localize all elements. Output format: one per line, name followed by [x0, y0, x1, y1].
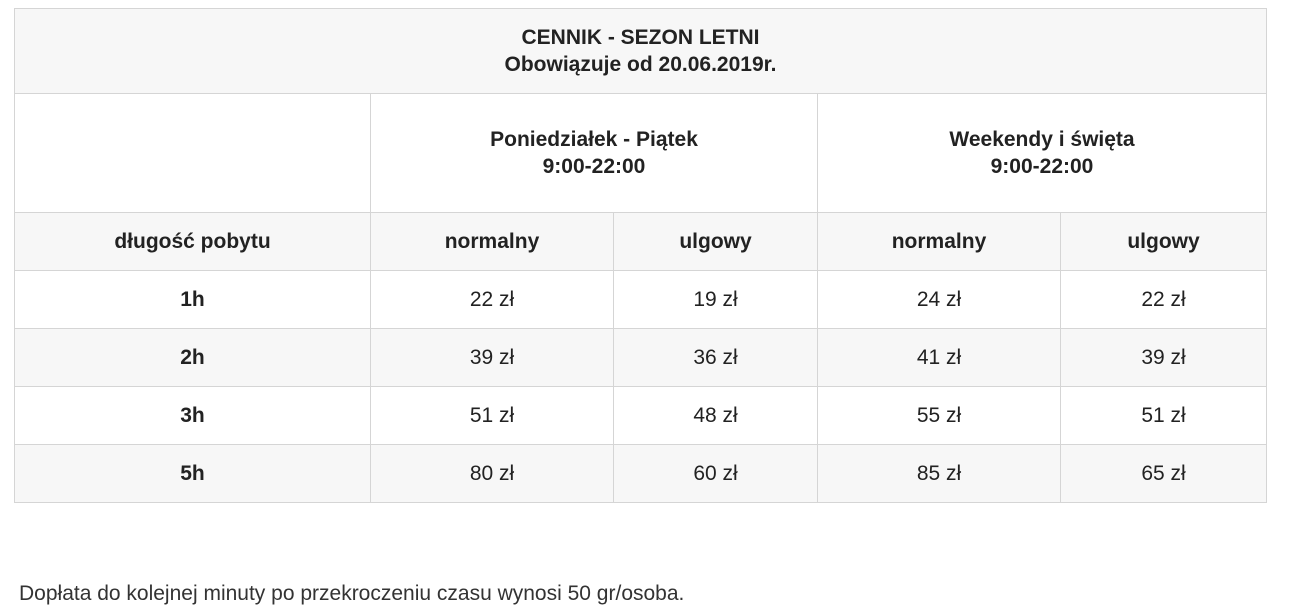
price-cell: 24 zł — [817, 270, 1061, 329]
duration-cell: 1h — [14, 270, 371, 329]
price-table: CENNIK - SEZON LETNI Obowiązuje od 20.06… — [14, 8, 1267, 503]
period-weekday-name: Poniedziałek - Piątek — [490, 128, 698, 151]
price-cell: 55 zł — [817, 386, 1061, 445]
price-cell: 22 zł — [1060, 270, 1267, 329]
price-cell: 36 zł — [613, 328, 818, 387]
table-row: 1h 22 zł 19 zł 24 zł 22 zł — [14, 270, 1267, 329]
period-weekday-hours: 9:00-22:00 — [542, 155, 646, 178]
table-title-row: CENNIK - SEZON LETNI Obowiązuje od 20.06… — [14, 8, 1267, 94]
column-header-weekday-normal: normalny — [370, 212, 614, 271]
duration-cell: 2h — [14, 328, 371, 387]
column-header-duration: długość pobytu — [14, 212, 371, 271]
price-cell: 41 zł — [817, 328, 1061, 387]
table-title: CENNIK - SEZON LETNI Obowiązuje od 20.06… — [14, 8, 1267, 94]
table-row: 5h 80 zł 60 zł 85 zł 65 zł — [14, 444, 1267, 503]
price-cell: 48 zł — [613, 386, 818, 445]
column-header-weekend-normal: normalny — [817, 212, 1061, 271]
period-weekend: Weekendy i święta 9:00-22:00 — [817, 93, 1267, 213]
period-weekend-hours: 9:00-22:00 — [990, 155, 1094, 178]
period-weekend-name: Weekendy i święta — [949, 128, 1135, 151]
price-cell: 51 zł — [370, 386, 614, 445]
price-cell: 60 zł — [613, 444, 818, 503]
table-row: 3h 51 zł 48 zł 55 zł 51 zł — [14, 386, 1267, 445]
table-row: 2h 39 zł 36 zł 41 zł 39 zł — [14, 328, 1267, 387]
price-cell: 22 zł — [370, 270, 614, 329]
table-title-main: CENNIK - SEZON LETNI — [521, 26, 760, 49]
price-cell: 39 zł — [370, 328, 614, 387]
column-header-weekend-reduced: ulgowy — [1060, 212, 1267, 271]
price-cell: 51 zł — [1060, 386, 1267, 445]
duration-cell: 5h — [14, 444, 371, 503]
price-cell: 65 zł — [1060, 444, 1267, 503]
column-header-weekday-reduced: ulgowy — [613, 212, 818, 271]
price-cell: 19 zł — [613, 270, 818, 329]
price-cell: 80 zł — [370, 444, 614, 503]
period-empty-cell — [14, 93, 371, 213]
table-title-validity: Obowiązuje od 20.06.2019r. — [504, 53, 777, 76]
period-weekday: Poniedziałek - Piątek 9:00-22:00 — [370, 93, 818, 213]
surcharge-note: Dopłata do kolejnej minuty po przekrocze… — [19, 582, 685, 605]
price-cell: 85 zł — [817, 444, 1061, 503]
period-row: Poniedziałek - Piątek 9:00-22:00 Weekend… — [14, 93, 1267, 213]
column-header-row: długość pobytu normalny ulgowy normalny … — [14, 212, 1267, 271]
duration-cell: 3h — [14, 386, 371, 445]
price-cell: 39 zł — [1060, 328, 1267, 387]
